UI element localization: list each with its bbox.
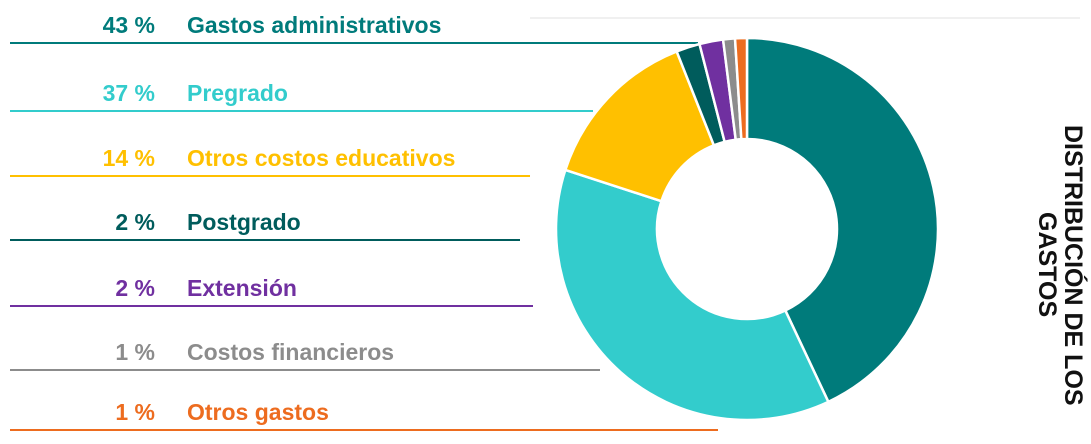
- legend-value: 37 %: [103, 80, 155, 106]
- legend-label: Extensión: [187, 275, 297, 301]
- legend-label: Postgrado: [187, 209, 301, 235]
- legend-label: Otros costos educativos: [187, 145, 455, 171]
- legend-label: Costos financieros: [187, 339, 394, 365]
- legend-value: 43 %: [103, 12, 155, 38]
- legend-value: 1 %: [115, 339, 155, 365]
- legend-value: 1 %: [115, 399, 155, 425]
- legend-label: Gastos administrativos: [187, 12, 441, 38]
- slice: [554, 168, 830, 422]
- chart-title: DISTRIBUCIÓN DE LOS GASTOS: [1033, 124, 1087, 406]
- legend-label: Otros gastos: [187, 399, 329, 425]
- legend-value: 2 %: [115, 275, 155, 301]
- legend-value: 2 %: [115, 209, 155, 235]
- slice: [733, 36, 749, 141]
- legend-value: 14 %: [103, 145, 155, 171]
- slice: [745, 36, 940, 404]
- legend-label: Pregrado: [187, 80, 288, 106]
